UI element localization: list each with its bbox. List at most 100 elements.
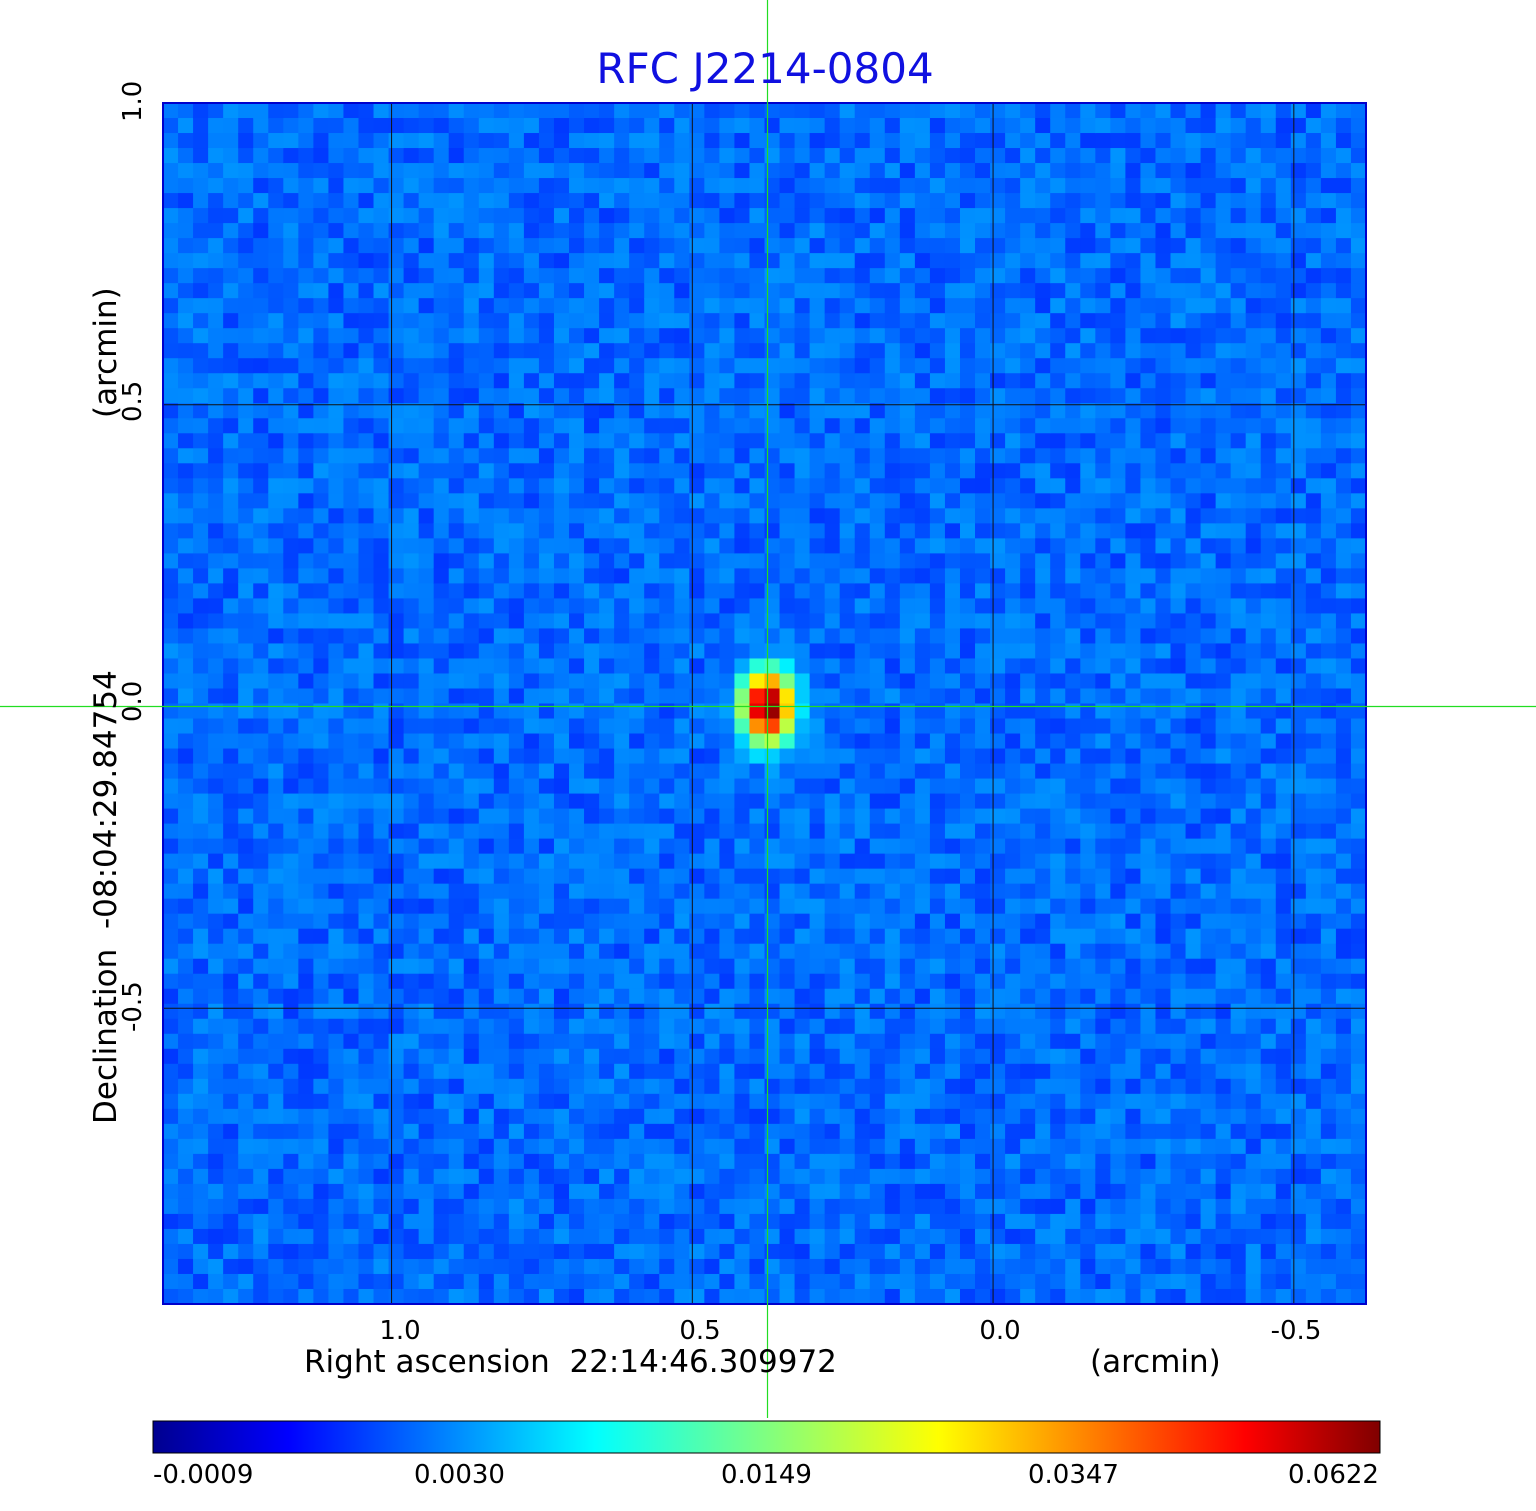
heatmap-cell: [734, 103, 751, 119]
heatmap-cell: [298, 538, 314, 554]
heatmap-cell: [839, 1003, 856, 1020]
heatmap-cell: [975, 133, 991, 149]
heatmap-cell: [854, 1033, 871, 1050]
heatmap-cell: [839, 808, 856, 825]
heatmap-cell: [629, 448, 645, 464]
heatmap-cell: [929, 703, 946, 720]
heatmap-cell: [990, 838, 1006, 855]
heatmap-cell: [1035, 613, 1051, 630]
heatmap-cell: [944, 493, 961, 509]
heatmap-cell: [328, 493, 345, 509]
heatmap-cell: [719, 1183, 736, 1200]
heatmap-cell: [629, 358, 645, 374]
heatmap-cell: [283, 343, 299, 359]
heatmap-cell: [569, 478, 585, 494]
heatmap-cell: [418, 133, 435, 149]
heatmap-cell: [959, 583, 976, 600]
heatmap-cell: [1035, 1078, 1051, 1095]
heatmap-cell: [990, 898, 1006, 915]
heatmap-cell: [448, 343, 465, 359]
heatmap-cell: [869, 643, 886, 660]
heatmap-cell: [163, 1168, 179, 1185]
heatmap-cell: [253, 1123, 269, 1140]
heatmap-cell: [884, 883, 901, 900]
heatmap-cell: [629, 943, 645, 960]
heatmap-cell: [538, 838, 555, 855]
heatmap-cell: [1065, 823, 1081, 840]
heatmap-cell: [629, 253, 645, 269]
heatmap-cell: [1065, 1198, 1081, 1215]
heatmap-cell: [283, 1018, 299, 1035]
heatmap-cell: [1035, 553, 1051, 569]
heatmap-cell: [328, 1048, 345, 1065]
heatmap-cell: [1035, 1243, 1051, 1260]
heatmap-cell: [689, 133, 705, 149]
heatmap-cell: [779, 763, 796, 780]
heatmap-cell: [538, 913, 555, 930]
heatmap-cell: [418, 733, 435, 750]
heatmap-cell: [749, 373, 766, 389]
heatmap-cell: [313, 853, 330, 870]
heatmap-cell: [493, 1048, 510, 1065]
heatmap-cell: [1065, 328, 1081, 344]
heatmap-cell: [914, 253, 931, 269]
heatmap-cell: [929, 733, 946, 750]
heatmap-cell: [1035, 643, 1051, 660]
heatmap-cell: [929, 1243, 946, 1260]
heatmap-cell: [674, 628, 690, 645]
heatmap-cell: [1065, 898, 1081, 915]
heatmap-cell: [268, 1168, 284, 1185]
heatmap-cell: [523, 433, 540, 449]
heatmap-cell: [208, 1138, 224, 1155]
heatmap-cell: [809, 838, 826, 855]
heatmap-cell: [328, 1258, 345, 1275]
heatmap-cell: [1080, 148, 1096, 164]
heatmap-cell: [433, 283, 450, 299]
heatmap-cell: [929, 148, 946, 164]
heatmap-cell: [629, 1168, 645, 1185]
heatmap-cell: [659, 1168, 675, 1185]
heatmap-cell: [749, 1258, 766, 1275]
heatmap-cell: [538, 1123, 555, 1140]
heatmap-cell: [493, 958, 510, 975]
heatmap-cell: [328, 583, 345, 600]
heatmap-cell: [388, 283, 405, 299]
heatmap-cell: [749, 433, 766, 449]
heatmap-cell: [1095, 538, 1111, 554]
heatmap-cell: [899, 283, 916, 299]
heatmap-cell: [884, 463, 901, 479]
heatmap-cell: [614, 238, 630, 254]
heatmap-cell: [178, 1228, 194, 1245]
heatmap-cell: [388, 808, 405, 825]
heatmap-cell: [163, 253, 179, 269]
heatmap-cell: [959, 568, 976, 584]
heatmap-cell: [403, 373, 420, 389]
heatmap-cell: [343, 673, 360, 690]
heatmap-cell: [418, 1003, 435, 1020]
heatmap-cell: [388, 253, 405, 269]
heatmap-cell: [358, 853, 375, 870]
heatmap-cell: [328, 1213, 345, 1230]
heatmap-cell: [689, 523, 705, 539]
heatmap-cell: [1005, 883, 1021, 900]
heatmap-cell: [809, 253, 826, 269]
heatmap-cell: [689, 613, 705, 630]
heatmap-cell: [990, 1048, 1006, 1065]
heatmap-cell: [644, 673, 660, 690]
heatmap-cell: [238, 808, 254, 825]
heatmap-cell: [614, 148, 630, 164]
heatmap-cell: [599, 1153, 615, 1170]
heatmap-cell: [433, 673, 450, 690]
heatmap-cell: [418, 763, 435, 780]
heatmap-cell: [569, 748, 585, 765]
heatmap-cell: [719, 118, 736, 134]
heatmap-cell: [313, 1228, 330, 1245]
heatmap-cell: [749, 613, 766, 630]
heatmap-cell: [1050, 358, 1066, 374]
heatmap-cell: [869, 463, 886, 479]
heatmap-cell: [629, 1003, 645, 1020]
heatmap-cell: [523, 703, 540, 720]
heatmap-cell: [674, 223, 690, 239]
heatmap-cell: [328, 163, 345, 179]
heatmap-cell: [749, 238, 766, 254]
